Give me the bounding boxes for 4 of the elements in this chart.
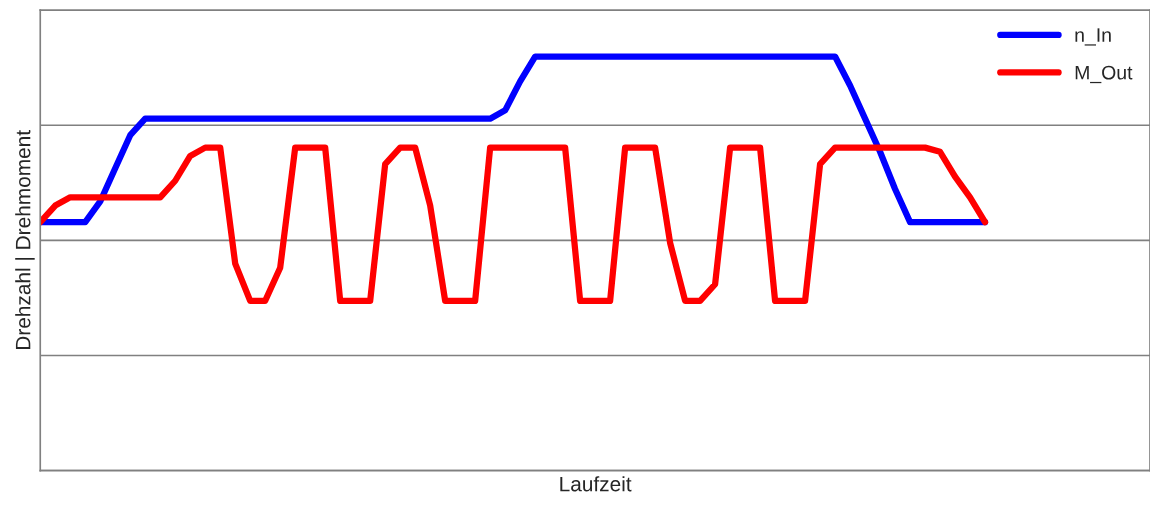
legend-label: M_Out (1075, 65, 1133, 84)
x-axis-title: Laufzeit (560, 476, 632, 492)
y-axis-title: Drehzahl | Drehmoment (15, 130, 35, 350)
legend-label: n_In (1075, 28, 1111, 46)
